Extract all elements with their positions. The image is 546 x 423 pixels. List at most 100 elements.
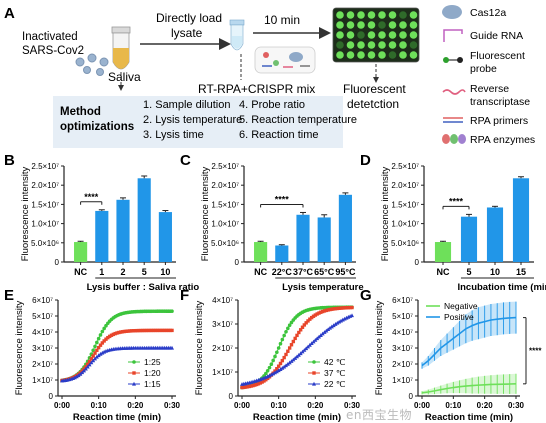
data-point bbox=[76, 373, 81, 378]
plate-well bbox=[336, 41, 344, 49]
data-point bbox=[93, 344, 97, 349]
data-point bbox=[83, 366, 88, 371]
data-point bbox=[339, 318, 343, 323]
panel-letter: G bbox=[360, 287, 372, 304]
legend-label: Positive bbox=[444, 312, 474, 322]
data-point bbox=[333, 306, 338, 311]
data-point bbox=[100, 329, 105, 334]
data-point bbox=[284, 330, 288, 334]
data-point bbox=[340, 317, 345, 322]
saliva-label: Saliva bbox=[108, 70, 141, 84]
data-point bbox=[326, 308, 330, 312]
panel-f-line-chart: F 0 1×10⁷ 2×10⁷ 3×10⁷ 4×10⁷ Fluorescence inten… bbox=[180, 287, 361, 423]
method-step-3: 3. Lysis time bbox=[143, 129, 204, 141]
data-point bbox=[102, 339, 106, 343]
data-point bbox=[151, 328, 156, 333]
data-point bbox=[159, 328, 163, 333]
data-point bbox=[280, 358, 285, 363]
data-point bbox=[96, 336, 101, 341]
data-point bbox=[124, 329, 128, 333]
y-axis-label: Fluorescence intensity bbox=[374, 300, 385, 395]
data-point bbox=[265, 368, 270, 373]
legend-probe-2: probe bbox=[470, 63, 497, 75]
ten-min-label: 10 min bbox=[264, 13, 300, 27]
y-tick-label: 2.0×10⁷ bbox=[31, 181, 59, 190]
data-point bbox=[318, 333, 323, 337]
bar bbox=[137, 178, 151, 262]
data-point bbox=[96, 353, 101, 358]
data-point bbox=[155, 328, 160, 333]
data-point bbox=[78, 371, 83, 376]
data-point bbox=[339, 306, 343, 310]
data-point bbox=[317, 311, 321, 315]
plate-well bbox=[399, 31, 407, 39]
data-point bbox=[258, 381, 263, 385]
plate-well bbox=[409, 41, 418, 49]
data-point bbox=[139, 328, 143, 333]
x-tick-label: 0:20 bbox=[307, 401, 324, 410]
y-tick-label: 1.0×10⁷ bbox=[31, 220, 59, 229]
panel-letter: E bbox=[4, 287, 14, 304]
well-plate-icon bbox=[332, 7, 420, 63]
bar bbox=[338, 194, 352, 262]
data-point bbox=[100, 341, 105, 345]
virus-icon bbox=[75, 53, 109, 76]
data-point bbox=[269, 372, 274, 377]
fluorescent-detection-label-1: Fluorescent bbox=[343, 82, 406, 96]
x-tick-label: 0:20 bbox=[477, 401, 494, 410]
y-tick-label: 2.5×10⁷ bbox=[391, 162, 419, 171]
data-point bbox=[89, 360, 94, 365]
plate-well bbox=[346, 51, 355, 59]
panel-letter: C bbox=[180, 152, 191, 169]
data-point bbox=[115, 331, 119, 335]
data-point bbox=[85, 362, 90, 367]
legend-transcriptase-1: Reverse bbox=[470, 83, 509, 95]
data-point bbox=[132, 371, 136, 375]
legend-label: 37 ℃ bbox=[324, 368, 346, 378]
data-point bbox=[93, 351, 97, 355]
data-point bbox=[118, 330, 123, 334]
x-axis-label: Lysis temperature bbox=[282, 282, 364, 293]
data-point bbox=[107, 334, 112, 339]
panel-e-line-chart: E 0 1×10⁷ 2×10⁷ 3×10⁷ 4×10⁷ 5×10⁷ 6×10⁷ Fluoresc… bbox=[4, 287, 181, 423]
plate-well bbox=[388, 31, 397, 39]
data-point bbox=[91, 358, 96, 363]
data-point bbox=[94, 354, 99, 359]
bar bbox=[460, 216, 478, 262]
method-step-2: 2. Lysis temperature bbox=[143, 114, 242, 126]
data-point bbox=[289, 343, 294, 347]
data-point bbox=[304, 321, 308, 325]
x-axis-label: Reaction time (min) bbox=[73, 412, 161, 423]
x-tick-label: 2 bbox=[120, 267, 125, 277]
bar bbox=[74, 242, 88, 262]
y-axis-label: Fluorescence intensity bbox=[14, 300, 25, 395]
enzymes-icon bbox=[442, 134, 466, 144]
bar bbox=[317, 217, 331, 262]
series-line bbox=[421, 316, 517, 367]
data-point bbox=[162, 328, 167, 333]
data-point bbox=[122, 329, 127, 334]
primers-icon bbox=[443, 117, 463, 123]
data-point bbox=[153, 328, 158, 333]
data-point bbox=[284, 363, 288, 368]
data-point bbox=[335, 306, 340, 311]
data-point bbox=[247, 384, 252, 389]
legend-guide-rna: Guide RNA bbox=[470, 30, 523, 42]
y-tick-label: 6×10⁷ bbox=[32, 296, 53, 305]
data-point bbox=[95, 348, 99, 353]
y-tick-label: 2×10⁷ bbox=[32, 360, 53, 369]
data-point bbox=[273, 370, 277, 375]
panel-b-bar-chart: B 0 5.0×10⁶ 1.0×10⁷ 1.5×10⁷ 2.0×10⁷ 2.5×10⁷Flu… bbox=[4, 152, 199, 293]
data-point bbox=[350, 313, 354, 318]
transcriptase-icon bbox=[442, 89, 466, 95]
y-axis-label: Fluorescence intensity bbox=[380, 166, 391, 261]
significance-label: **** bbox=[529, 347, 542, 356]
plate-well bbox=[336, 51, 344, 59]
data-point bbox=[312, 371, 316, 375]
data-point bbox=[111, 332, 116, 337]
x-tick-label: NC bbox=[254, 267, 267, 277]
data-point bbox=[341, 306, 345, 310]
data-point bbox=[324, 328, 329, 333]
panel-c-bar-chart: C 0 5.0×10⁶ 1.0×10⁷ 1.5×10⁷ 2.0×10⁷ 2.5×10⁷Flu… bbox=[180, 152, 364, 293]
x-tick-label: 0:30 bbox=[164, 401, 181, 410]
